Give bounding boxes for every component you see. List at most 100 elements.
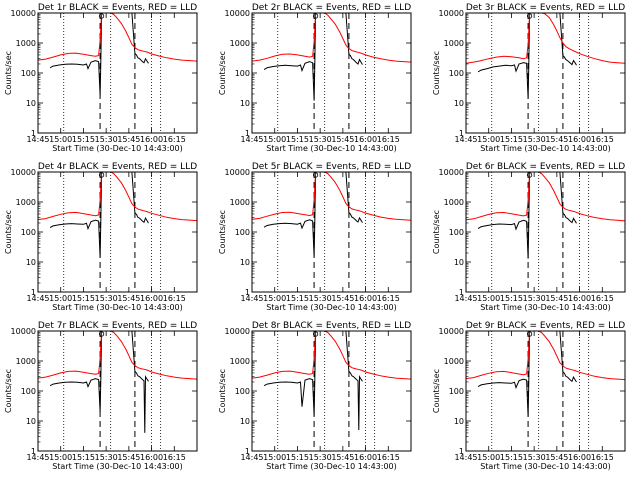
- panel-1-series-lld: [37, 12, 198, 62]
- panel-4-xtick-label-1: 15:00: [49, 294, 72, 303]
- panel-3-series-lld: [465, 12, 626, 64]
- panel-2-ylabel: Counts/sec: [218, 51, 227, 95]
- panel-6-xtick-label-5: 16:00: [568, 294, 591, 303]
- panel-1-axes-frame: [37, 12, 198, 134]
- panel-2-xtick-label-6: 16:15: [377, 135, 400, 144]
- panel-1-ytick-label-1000: 1000: [16, 39, 36, 48]
- panel-6-ytick-label-1: 1: [459, 288, 464, 297]
- panel-7-series-lld: [37, 330, 198, 380]
- panel-3-ytick-label-10: 10: [454, 99, 464, 108]
- panel-4-ylabel: Counts/sec: [4, 210, 13, 254]
- panel-5-ytick-label-1000: 1000: [230, 198, 250, 207]
- panel-6-xtick-label-1: 15:00: [477, 294, 500, 303]
- panel-8-xtick-label-2: 15:15: [286, 453, 309, 462]
- panel-2-ytick-label-1000: 1000: [230, 39, 250, 48]
- panel-8-saturation-marker: [312, 331, 319, 337]
- panel-3-xtick-label-2: 15:15: [500, 135, 523, 144]
- panel-8-series-events: [263, 330, 363, 431]
- panel-4-ytick-label-1: 1: [31, 288, 36, 297]
- panel-1-title: Det 1r BLACK = Events, RED = LLD: [38, 3, 197, 13]
- panel-7-xtick-label-5: 16:00: [140, 453, 163, 462]
- panel-2-xtick-label-1: 15:00: [263, 135, 286, 144]
- panel-3-xtick-label-5: 16:00: [568, 135, 591, 144]
- panel-8-title: Det 8r BLACK = Events, RED = LLD: [252, 321, 411, 331]
- panel-6-ylabel: Counts/sec: [432, 210, 441, 254]
- panel-2-series-lld: [251, 12, 412, 63]
- panel-6-series-events: [477, 171, 577, 259]
- panel-8-series-lld: [251, 330, 412, 380]
- panel-5-ytick-label-10: 10: [240, 258, 250, 267]
- panel-9-xtick-label-4: 15:45: [545, 453, 568, 462]
- panel-8-ylabel: Counts/sec: [218, 369, 227, 413]
- panel-8-xtick-label-4: 15:45: [331, 453, 354, 462]
- panel-9-xtick-label-3: 15:30: [523, 453, 546, 462]
- panel-7-axes-frame: [37, 330, 198, 452]
- panel-3-ytick-label-1: 1: [459, 129, 464, 138]
- panel-5-xtick-label-5: 16:00: [354, 294, 377, 303]
- panel-6-title: Det 6r BLACK = Events, RED = LLD: [466, 162, 625, 172]
- panel-6-xtick-label-6: 16:15: [591, 294, 614, 303]
- panel-6-ytick-label-100: 100: [449, 228, 464, 237]
- panel-1-xtick-label-4: 15:45: [117, 135, 140, 144]
- panel-7-xtick-label-1: 15:00: [49, 453, 72, 462]
- panel-8-xtick-label-0: 14:45: [240, 453, 263, 462]
- panel-7-series-events: [49, 330, 149, 433]
- panel-8-ytick-label-1000: 1000: [230, 357, 250, 366]
- panel-6-ytick-label-10000: 10000: [439, 168, 464, 177]
- panel-1-ytick-label-10: 10: [26, 99, 36, 108]
- panel-4-xlabel: Start Time (30-Dec-10 14:43:00): [52, 303, 183, 312]
- panel-7-ytick-label-10000: 10000: [11, 327, 36, 336]
- panel-3-xtick-label-4: 15:45: [545, 135, 568, 144]
- panel-4-xtick-label-5: 16:00: [140, 294, 163, 303]
- panel-5-xtick-label-0: 14:45: [240, 294, 263, 303]
- panel-2-title: Det 2r BLACK = Events, RED = LLD: [252, 3, 411, 13]
- panel-1-ytick-label-100: 100: [21, 69, 36, 78]
- panel-1-xtick-label-2: 15:15: [72, 135, 95, 144]
- panel-2-series-events: [263, 12, 363, 101]
- panel-7-xtick-label-4: 15:45: [117, 453, 140, 462]
- panel-3-ytick-label-100: 100: [449, 69, 464, 78]
- panel-6-xlabel: Start Time (30-Dec-10 14:43:00): [480, 303, 611, 312]
- panel-7-title: Det 7r BLACK = Events, RED = LLD: [38, 321, 197, 331]
- panel-5-saturation-marker: [312, 172, 319, 178]
- panel-2-ytick-label-10000: 10000: [225, 9, 250, 18]
- panel-5-xtick-label-4: 15:45: [331, 294, 354, 303]
- panel-1-ylabel: Counts/sec: [4, 51, 13, 95]
- panel-8-ytick-label-10: 10: [240, 417, 250, 426]
- panel-4-ytick-label-10: 10: [26, 258, 36, 267]
- panel-8-xlabel: Start Time (30-Dec-10 14:43:00): [266, 462, 397, 471]
- panel-4-axes-frame: [37, 171, 198, 293]
- panel-2-xtick-label-0: 14:45: [240, 135, 263, 144]
- panel-4-ytick-label-10000: 10000: [11, 168, 36, 177]
- panel-5-ytick-label-100: 100: [235, 228, 250, 237]
- panel-9-xtick-label-1: 15:00: [477, 453, 500, 462]
- panel-9-series-events: [477, 330, 577, 417]
- panel-5-series-lld: [251, 171, 412, 221]
- panel-2-ytick-label-1: 1: [245, 129, 250, 138]
- panel-3-xtick-label-6: 16:15: [591, 135, 614, 144]
- panel-3-xtick-label-3: 15:30: [523, 135, 546, 144]
- panel-1-ytick-label-10000: 10000: [11, 9, 36, 18]
- panel-1-ytick-label-1: 1: [31, 129, 36, 138]
- panel-9-xtick-label-5: 16:00: [568, 453, 591, 462]
- panel-6-xtick-label-2: 15:15: [500, 294, 523, 303]
- panel-6-saturation-marker: [526, 172, 533, 178]
- panel-6-axes-frame: [465, 171, 626, 293]
- panel-3-xlabel: Start Time (30-Dec-10 14:43:00): [480, 144, 611, 153]
- panel-1-xtick-label-5: 16:00: [140, 135, 163, 144]
- panel-3-axes-frame: [465, 12, 626, 134]
- panel-9-ytick-label-10: 10: [454, 417, 464, 426]
- panel-2-ytick-label-10: 10: [240, 99, 250, 108]
- panel-7-ylabel: Counts/sec: [4, 369, 13, 413]
- panel-7-xtick-label-3: 15:30: [95, 453, 118, 462]
- panel-7-ytick-label-1000: 1000: [16, 357, 36, 366]
- panel-5-ytick-label-1: 1: [245, 288, 250, 297]
- panel-8-xtick-label-5: 16:00: [354, 453, 377, 462]
- panel-4-xtick-label-4: 15:45: [117, 294, 140, 303]
- panel-5-xtick-label-2: 15:15: [286, 294, 309, 303]
- panel-5-ylabel: Counts/sec: [218, 210, 227, 254]
- panel-9-xtick-label-2: 15:15: [500, 453, 523, 462]
- panel-4-xtick-label-3: 15:30: [95, 294, 118, 303]
